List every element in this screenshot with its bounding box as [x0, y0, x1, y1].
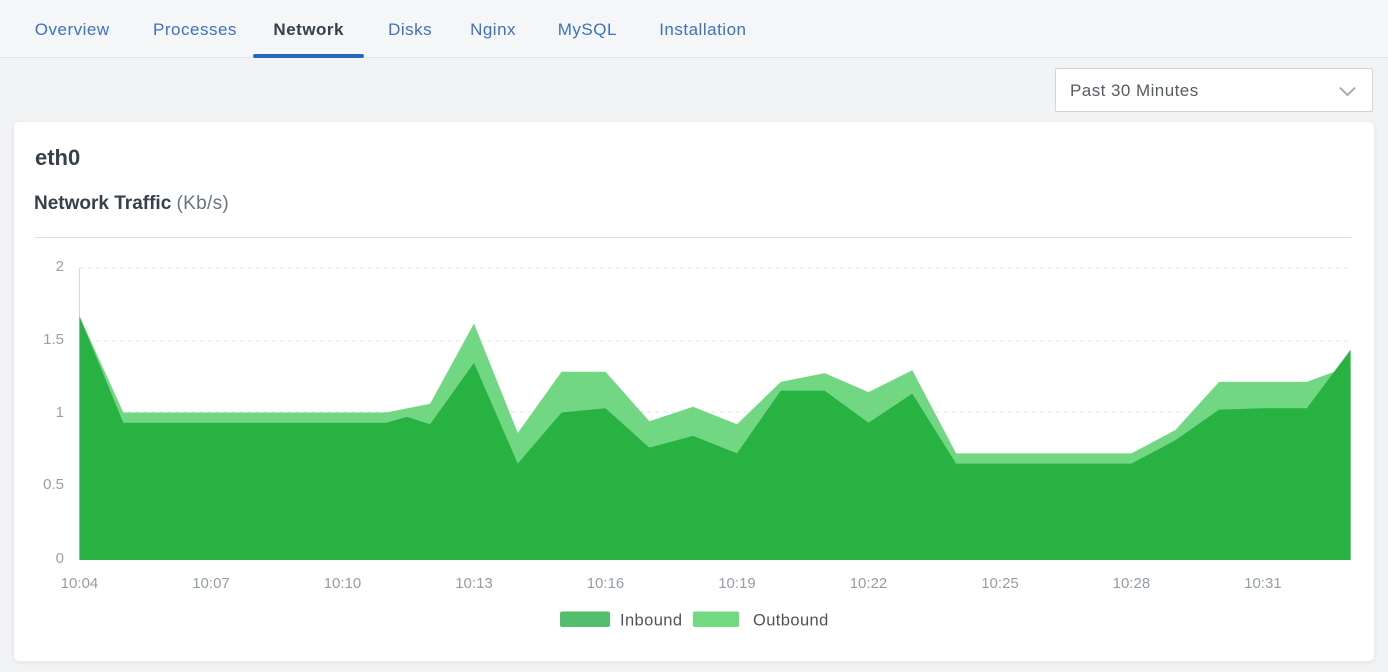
svg-text:10:04: 10:04 [61, 575, 99, 592]
svg-text:10:07: 10:07 [192, 575, 230, 592]
svg-text:10:10: 10:10 [324, 575, 362, 592]
svg-text:1: 1 [56, 404, 64, 421]
svg-text:10:22: 10:22 [850, 575, 888, 592]
svg-text:0: 0 [56, 550, 64, 567]
svg-text:10:28: 10:28 [1113, 575, 1151, 592]
svg-text:Outbound: Outbound [753, 612, 829, 630]
svg-text:10:16: 10:16 [587, 575, 625, 592]
svg-text:2: 2 [56, 258, 64, 275]
svg-text:10:31: 10:31 [1244, 575, 1282, 592]
svg-text:1.5: 1.5 [43, 331, 64, 348]
svg-text:10:13: 10:13 [455, 575, 493, 592]
svg-text:10:25: 10:25 [981, 575, 1019, 592]
svg-text:0.5: 0.5 [43, 476, 64, 493]
svg-text:10:19: 10:19 [718, 575, 756, 592]
svg-text:Inbound: Inbound [620, 612, 682, 630]
